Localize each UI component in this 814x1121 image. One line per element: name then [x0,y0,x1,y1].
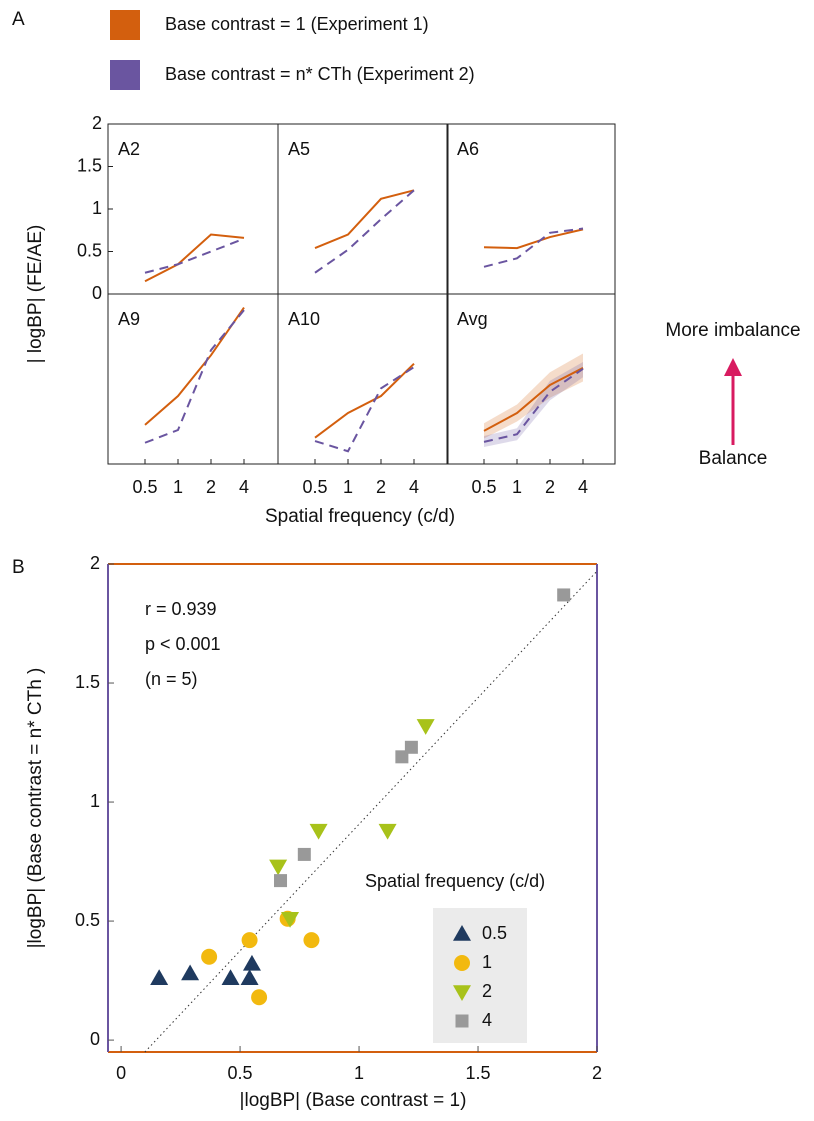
x-tick-label: 4 [578,477,588,497]
line [483,367,584,432]
scatter-point [309,823,328,840]
line [483,367,584,443]
scatter-point [274,874,288,888]
panel-label: B [12,557,25,578]
scatter-point [269,859,288,876]
panel-title: Avg [457,309,488,329]
fit-line [144,570,598,1053]
panel-title: A9 [118,309,140,329]
y-tick-label: 1.5 [75,672,100,692]
legend-swatch [110,10,140,40]
scatter-point [281,911,300,928]
y-tick-label: 0.5 [75,910,100,930]
line [314,189,415,250]
x-tick-label: 1 [512,477,522,497]
panel-title: A6 [457,139,479,159]
confidence-band [484,362,583,447]
line [314,366,415,453]
legend-marker [453,925,471,941]
scatter-point [241,932,258,949]
scatter-point [404,740,418,754]
x-tick-label: 0.5 [132,477,157,497]
x-tick-label: 4 [409,477,419,497]
line [144,237,245,274]
legend-label: Base contrast = n* CTh (Experiment 2) [165,64,475,84]
legend-label: 2 [482,981,492,1001]
panel-title: A10 [288,309,320,329]
y-tick-label: 2 [92,113,102,133]
x-tick-label: 0.5 [228,1063,253,1083]
legend-marker [453,985,471,1001]
x-tick-label: 2 [206,477,216,497]
line [144,307,245,426]
x-tick-label: 0.5 [302,477,327,497]
stat-text: r = 0.939 [145,599,217,619]
y-axis-label: | logBP| (FE/AE) [25,225,46,364]
legend-box [433,908,527,1043]
y-tick-label: 1 [92,198,102,218]
panel-frame [446,293,616,465]
y-tick-label: 0.5 [77,240,102,260]
scatter-point [557,588,571,602]
y-tick-label: 0 [92,283,102,303]
legend-marker [454,955,470,971]
x-axis-label: Spatial frequency (c/d) [265,506,455,527]
y-tick-label: 1 [90,791,100,811]
x-tick-label: 1.5 [466,1063,491,1083]
line [144,233,245,283]
annotation: Balance [699,448,768,469]
x-tick-label: 4 [239,477,249,497]
confidence-band [484,353,583,439]
y-tick-label: 0 [90,1029,100,1049]
legend-label: 0.5 [482,923,507,943]
legend-swatch [110,60,140,90]
line [144,309,245,444]
line [314,362,415,439]
scatter-point [201,948,218,965]
line [483,227,584,268]
scatter-point [181,964,200,981]
x-tick-label: 2 [376,477,386,497]
y-tick-label: 1.5 [77,155,102,175]
x-tick-label: 1 [343,477,353,497]
stat-text: p < 0.001 [145,634,221,654]
x-tick-label: 1 [173,477,183,497]
legend-label: 1 [482,952,492,972]
x-tick-label: 0.5 [471,477,496,497]
legend-label: 4 [482,1010,492,1030]
x-tick-label: 2 [592,1063,602,1083]
scatter-point [297,847,311,861]
panel-frame [277,293,449,465]
x-axis-label: |logBP| (Base contrast = 1) [240,1090,467,1111]
y-axis-label: |logBP| (Base contrast = n* CTh ) [25,668,46,949]
scatter-point [240,969,259,985]
scatter-point [378,823,397,840]
scatter-point [242,954,261,971]
legend-title: Spatial frequency (c/d) [365,871,545,891]
line [314,189,415,274]
scatter-point [416,719,435,735]
panel-title: A5 [288,139,310,159]
annotation: More imbalance [665,320,800,341]
scatter-point [251,989,268,1006]
x-tick-label: 1 [354,1063,364,1083]
scatter-point [221,969,240,985]
legend-marker [455,1014,469,1028]
panel-label: A [12,9,25,30]
y-tick-label: 2 [90,553,100,573]
legend-label: Base contrast = 1 (Experiment 1) [165,14,429,34]
stat-text: (n = 5) [145,669,198,689]
arrow-head [724,358,742,376]
panel-title: A2 [118,139,140,159]
x-tick-label: 2 [545,477,555,497]
line [483,228,584,250]
x-tick-label: 0 [116,1063,126,1083]
scatter-point [303,932,320,949]
scatter-point [150,969,169,985]
